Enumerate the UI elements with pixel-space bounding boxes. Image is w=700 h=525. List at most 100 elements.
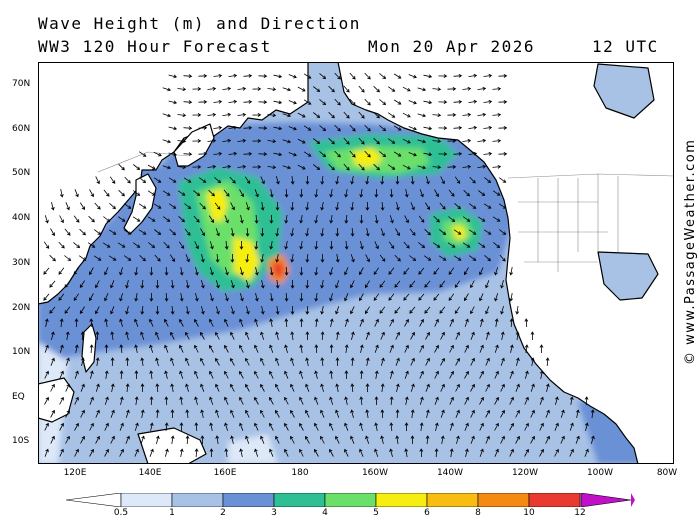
- wave-direction-arrow: [170, 279, 175, 289]
- wave-direction-arrow: [379, 151, 387, 158]
- wave-direction-arrow: [183, 177, 192, 183]
- wave-direction-arrow: [305, 279, 310, 289]
- wave-direction-arrow: [462, 242, 471, 248]
- wave-direction-arrow: [468, 203, 477, 209]
- wave-direction-arrow: [393, 73, 402, 79]
- wave-direction-arrow: [119, 344, 124, 354]
- wave-direction-arrow: [133, 190, 141, 196]
- wave-direction-arrow: [334, 124, 341, 132]
- wave-direction-arrow: [313, 112, 321, 118]
- forecast-date: Mon 20 Apr 2026: [368, 37, 535, 56]
- wave-direction-arrow: [209, 267, 214, 276]
- wave-direction-arrow: [155, 357, 159, 367]
- wave-direction-arrow: [230, 409, 235, 418]
- wave-direction-arrow: [380, 409, 385, 419]
- wave-direction-arrow: [59, 318, 64, 328]
- wave-direction-arrow: [177, 113, 187, 118]
- wave-direction-arrow: [125, 383, 130, 393]
- lat-label: 20N: [12, 303, 31, 313]
- wave-direction-arrow: [59, 344, 64, 353]
- wave-direction-arrow: [237, 164, 247, 169]
- wave-direction-arrow: [118, 189, 125, 197]
- wave-direction-arrow: [424, 228, 431, 236]
- wave-direction-arrow: [303, 73, 312, 79]
- wave-direction-arrow: [470, 357, 475, 366]
- wave-direction-arrow: [237, 138, 247, 143]
- wave-direction-arrow: [213, 73, 223, 78]
- wave-direction-arrow: [439, 202, 446, 210]
- wave-direction-arrow: [447, 113, 457, 117]
- wave-direction-arrow: [374, 241, 379, 250]
- wave-direction-arrow: [64, 280, 71, 288]
- wave-direction-arrow: [313, 138, 321, 144]
- wave-direction-arrow: [89, 267, 94, 276]
- wave-direction-arrow: [209, 241, 214, 250]
- wave-direction-arrow: [329, 396, 334, 405]
- wave-direction-arrow: [74, 422, 79, 431]
- wave-direction-arrow: [297, 112, 306, 118]
- wave-direction-arrow: [149, 292, 154, 302]
- wave-direction-arrow: [95, 306, 100, 315]
- wave-direction-arrow: [179, 370, 184, 379]
- wave-direction-arrow: [119, 318, 123, 327]
- wave-direction-arrow: [260, 435, 265, 444]
- wave-direction-arrow: [515, 383, 520, 392]
- wave-direction-arrow: [140, 409, 145, 418]
- wave-direction-arrow: [64, 255, 72, 261]
- wave-direction-arrow: [230, 331, 235, 340]
- wave-direction-arrow: [494, 422, 499, 431]
- wave-direction-arrow: [433, 267, 440, 275]
- wave-direction-arrow: [58, 293, 65, 301]
- wave-direction-arrow: [194, 422, 199, 432]
- wave-direction-arrow: [209, 318, 214, 327]
- site-credit: © www.PassageWeather.com: [683, 138, 698, 365]
- wave-direction-arrow: [439, 306, 446, 314]
- wave-direction-arrow: [393, 151, 402, 157]
- wave-direction-arrow: [215, 253, 220, 263]
- wave-direction-arrow: [432, 113, 442, 118]
- wave-direction-arrow: [195, 267, 199, 276]
- wave-direction-arrow: [50, 435, 55, 444]
- lon-label: 160E: [213, 468, 237, 478]
- wave-direction-arrow: [319, 99, 327, 106]
- wave-direction-arrow: [380, 175, 385, 185]
- wave-direction-arrow: [269, 448, 274, 457]
- wave-direction-arrow: [359, 214, 364, 224]
- wave-direction-arrow: [305, 305, 310, 315]
- wave-direction-arrow: [207, 86, 217, 91]
- colorbar-swatch: [426, 493, 479, 507]
- wave-direction-arrow: [483, 73, 493, 78]
- wave-direction-arrow: [389, 396, 394, 406]
- wave-direction-arrow: [109, 203, 116, 210]
- wave-direction-arrow: [119, 448, 124, 457]
- wave-direction-arrow: [483, 229, 492, 235]
- wave-direction-arrow: [118, 163, 125, 171]
- wave-direction-arrow: [402, 86, 411, 92]
- wave-direction-arrow: [509, 370, 514, 379]
- wave-direction-arrow: [365, 201, 370, 211]
- wave-direction-arrow: [153, 177, 162, 183]
- wave-direction-arrow: [483, 203, 492, 209]
- colorbar-label: 8: [475, 508, 481, 518]
- wave-direction-arrow: [560, 409, 565, 418]
- lat-label: 40N: [12, 213, 31, 223]
- wave-direction-arrow: [410, 202, 415, 211]
- wave-direction-arrow: [254, 214, 259, 224]
- wave-direction-arrow: [290, 279, 295, 289]
- colorbar-label: 4: [322, 508, 328, 518]
- wave-direction-arrow: [169, 228, 176, 236]
- colorbar-label: 1: [169, 508, 175, 518]
- lat-label: 10S: [12, 436, 30, 446]
- wave-direction-arrow: [403, 241, 410, 249]
- wave-direction-arrow: [524, 422, 529, 431]
- wave-direction-arrow: [73, 293, 80, 301]
- wave-direction-arrow: [498, 74, 508, 78]
- wave-direction-arrow: [509, 267, 513, 276]
- wave-direction-arrow: [432, 87, 442, 92]
- wave-direction-arrow: [124, 176, 131, 184]
- wave-direction-arrow: [290, 409, 295, 418]
- wave-direction-arrow: [260, 383, 265, 392]
- wave-direction-arrow: [468, 99, 478, 104]
- wave-direction-arrow: [228, 73, 238, 78]
- wave-direction-arrow: [228, 99, 238, 104]
